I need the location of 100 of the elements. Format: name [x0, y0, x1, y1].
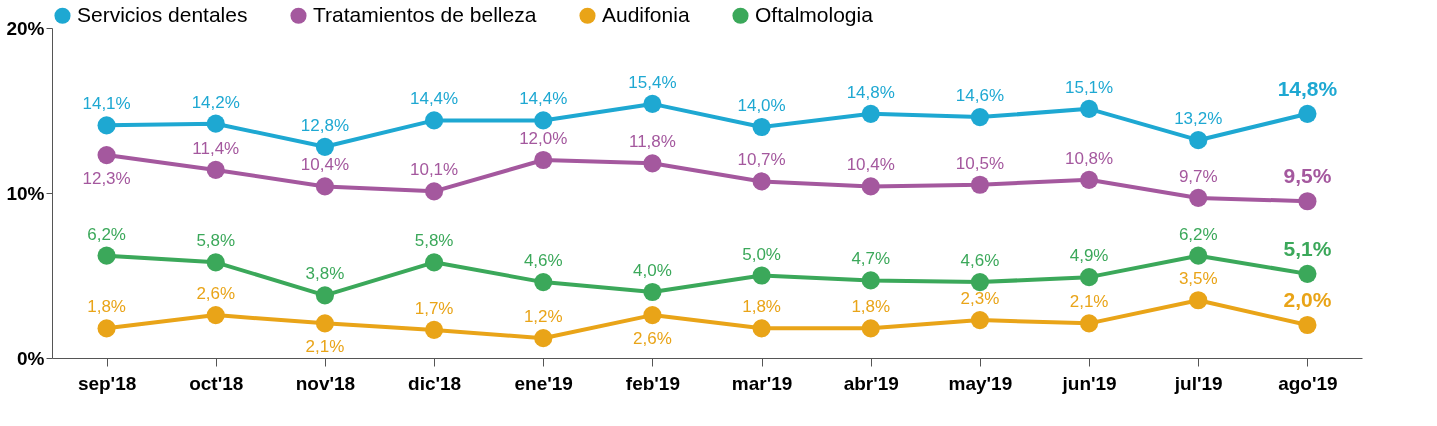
point: [643, 306, 662, 325]
data-label: 5,1%: [1283, 236, 1332, 260]
data-label: 12,3%: [82, 169, 131, 189]
data-label: 5,0%: [742, 244, 781, 264]
point: [861, 271, 880, 290]
data-label: 4,7%: [851, 249, 891, 269]
y-tick-label: 20%: [6, 17, 45, 39]
point: [206, 114, 225, 133]
data-label: 4,0%: [633, 261, 672, 280]
data-label: 2,6%: [633, 329, 672, 349]
data-label: 12,8%: [300, 115, 350, 135]
point: [534, 329, 553, 348]
point: [861, 177, 880, 196]
data-label: 14,4%: [519, 89, 568, 109]
data-label: 2,6%: [196, 284, 236, 304]
x-tick-label: abr'19: [843, 372, 899, 394]
point: [752, 172, 771, 191]
data-label: 2,0%: [1283, 288, 1332, 311]
data-label: 3,5%: [1178, 269, 1218, 289]
point: [1080, 268, 1099, 287]
x-tick-label: mar'19: [731, 372, 793, 394]
x-tick-label: may'19: [948, 372, 1013, 394]
point: [1189, 188, 1208, 208]
point: [97, 319, 116, 338]
data-label: 5,8%: [196, 231, 236, 251]
data-label: 15,1%: [1064, 77, 1114, 97]
point: [97, 145, 116, 165]
data-label: 10,7%: [737, 150, 786, 170]
point: [534, 273, 553, 292]
data-label: 14,1%: [82, 94, 131, 114]
data-label: 6,2%: [1178, 224, 1218, 244]
y-tick-label: 0%: [17, 347, 45, 369]
data-label: 2,1%: [305, 337, 345, 357]
point: [425, 182, 444, 201]
point: [861, 319, 880, 338]
data-label: 12,0%: [519, 129, 568, 148]
data-label: 9,5%: [1283, 164, 1332, 188]
data-label: 4,6%: [523, 251, 563, 271]
y-tick-label: 10%: [6, 182, 45, 204]
point: [970, 108, 989, 127]
data-label: 2,1%: [1069, 292, 1109, 312]
point: [861, 104, 880, 123]
point: [425, 111, 444, 130]
data-label: 15,4%: [628, 72, 677, 92]
point: [315, 314, 334, 333]
legend-label: Servicios dentales: [77, 2, 248, 26]
point: [1189, 131, 1208, 150]
data-label: 1,7%: [414, 298, 454, 318]
data-label: 5,8%: [414, 231, 454, 251]
data-label: 9,7%: [1178, 166, 1218, 186]
legend-label: Audifonia: [602, 2, 690, 26]
point: [1298, 192, 1317, 211]
point: [315, 286, 334, 305]
data-label: 14,8%: [1277, 76, 1338, 100]
point: [425, 253, 444, 272]
point: [1080, 170, 1099, 189]
point: [970, 175, 989, 194]
point: [970, 273, 989, 292]
point: [752, 117, 771, 137]
data-label: 10,4%: [846, 155, 895, 175]
data-label: 1,8%: [87, 297, 126, 317]
x-tick-label: jul'19: [1173, 372, 1223, 394]
point: [1080, 314, 1099, 333]
point: [643, 282, 662, 302]
data-label: 11,8%: [628, 132, 676, 152]
point: [1189, 246, 1208, 265]
point: [206, 160, 225, 179]
point: [643, 154, 662, 173]
x-tick-label: jun'19: [1061, 372, 1117, 394]
data-label: 14,8%: [846, 82, 895, 102]
data-label: 1,2%: [523, 307, 563, 327]
data-label: 14,6%: [955, 86, 1005, 106]
x-tick-label: nov'18: [295, 372, 356, 394]
x-tick-label: ago'19: [1278, 372, 1338, 394]
point: [970, 310, 989, 330]
point: [206, 306, 225, 325]
point: [315, 177, 334, 196]
legend-label: Oftalmologia: [755, 2, 874, 26]
data-label: 11,4%: [192, 138, 240, 158]
data-label: 14,2%: [191, 92, 240, 112]
x-tick-label: dic'18: [408, 372, 462, 394]
point: [752, 319, 771, 338]
data-label: 14,4%: [409, 89, 459, 109]
point: [1298, 104, 1317, 123]
x-tick-label: oct'18: [189, 372, 244, 394]
x-tick-label: feb'19: [625, 372, 680, 394]
legend-label: Tratamientos de belleza: [313, 2, 537, 26]
point: [752, 266, 771, 285]
data-label: 3,8%: [305, 264, 345, 284]
data-label: 1,8%: [742, 297, 781, 317]
point: [1298, 315, 1317, 335]
point: [1189, 291, 1208, 310]
data-label: 14,0%: [737, 96, 786, 115]
data-label: 6,2%: [87, 224, 126, 244]
data-label: 10,8%: [1064, 148, 1114, 168]
data-label: 2,3%: [960, 289, 1000, 309]
point: [1298, 264, 1317, 283]
data-label: 10,5%: [955, 153, 1005, 173]
point: [534, 150, 553, 170]
data-label: 13,2%: [1174, 109, 1223, 129]
